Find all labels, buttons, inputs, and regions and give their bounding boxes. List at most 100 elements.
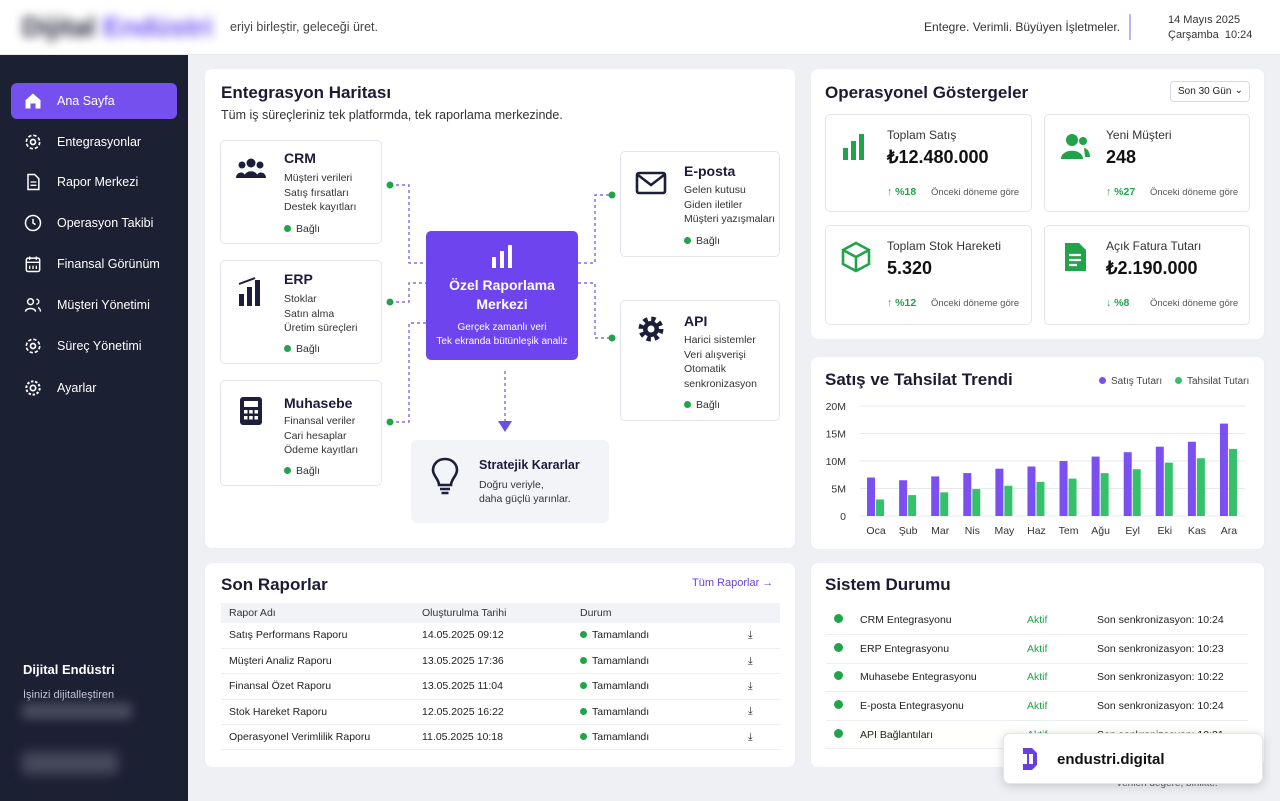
reports-table: Rapor Adı Oluşturulma Tarihi Durum Satış P…	[221, 603, 780, 751]
bar-collections	[1196, 458, 1205, 516]
sidebar-item-ayarlar[interactable]: Ayarlar	[11, 370, 177, 406]
sidebar-item-finansal-gorunum[interactable]: Finansal Görünüm	[11, 246, 177, 282]
bar-collections	[1036, 481, 1045, 516]
status-row: E-posta Entegrasyonu Aktif Son senkronizas…	[826, 691, 1248, 721]
bar-sales	[1123, 452, 1132, 516]
bar-collections	[1228, 448, 1237, 516]
bar-sales	[1091, 456, 1100, 516]
x-tick-label: Oca	[866, 525, 885, 537]
kpi-stock-movement[interactable]: Toplam Stok Hareketi 5.320 ↑ %12 Önceki …	[825, 225, 1032, 325]
top-bar: Dijital Endüstri eriyi birleştir, gelece…	[0, 0, 1280, 55]
bar-collections	[1004, 485, 1013, 516]
bar-collections	[908, 495, 917, 516]
users-icon	[24, 298, 42, 312]
sidebar-brand-subtitle: İşinizi dijitalleştiren	[23, 689, 115, 701]
box-icon	[841, 241, 871, 273]
sidebar-item-musteri-yonetimi[interactable]: Müşteri Yönetimi	[11, 287, 177, 323]
bar-sales	[1027, 466, 1036, 516]
y-tick-label: 5M	[831, 484, 846, 496]
status-badge: Bağlı	[284, 223, 320, 235]
x-tick-label: Ara	[1221, 525, 1238, 537]
status-row: ERP Entegrasyonu Aktif Son senkronizasyon:…	[826, 634, 1248, 664]
status-badge: Bağlı	[284, 343, 320, 355]
table-row[interactable]: Müşteri Analiz Raporu 13.05.2025 17:36 Tam…	[221, 648, 780, 675]
strategic-decisions-node[interactable]: Stratejik Kararlar Doğru veriyle, daha gü…	[411, 440, 609, 523]
bar-collections	[1068, 478, 1077, 516]
x-tick-label: Eyl	[1125, 525, 1140, 537]
calculator-icon	[240, 397, 262, 425]
download-icon[interactable]: ⤓	[740, 699, 780, 726]
download-icon[interactable]: ⤓	[740, 673, 780, 700]
download-icon[interactable]: ⤓	[740, 648, 780, 675]
all-reports-link[interactable]: Tüm Raporlar →	[692, 577, 774, 589]
legend-sales: Satış Tutarı	[1099, 376, 1162, 387]
status-badge: Bağlı	[684, 399, 720, 411]
bar-sales	[995, 468, 1004, 516]
kpi-total-sales[interactable]: Toplam Satış ₺12.480.000 ↑ %18 Önceki dö…	[825, 114, 1032, 212]
gear-icon	[638, 316, 664, 342]
sidebar-item-operasyon-takibi[interactable]: Operasyon Takibi	[11, 205, 177, 241]
y-tick-label: 20M	[826, 401, 846, 413]
brand-logo-icon	[1023, 748, 1037, 770]
reporting-hub-node[interactable]: Özel Raporlama Merkezi Gerçek zamanlı ver…	[426, 231, 578, 360]
status-badge: Bağlı	[684, 235, 720, 247]
bar-chart-icon	[238, 277, 260, 306]
header-tagline: eriyi birleştir, geleceği üret.	[230, 20, 378, 34]
erp-node[interactable]: ERP Stoklar Satın alma Üretim süreçleri Ba…	[220, 260, 382, 364]
integration-map-title: Entegrasyon Haritası	[221, 83, 392, 102]
clock-icon	[24, 214, 42, 232]
gear-icon	[25, 338, 41, 354]
muhasebe-node[interactable]: Muhasebe Finansal veriler Cari hesaplar Öd…	[220, 380, 382, 486]
bar-collections	[940, 492, 949, 516]
download-icon[interactable]: ⤓	[740, 623, 780, 649]
trend-chart-title: Satış ve Tahsilat Trendi	[825, 370, 1013, 389]
sidebar-item-surec-yonetimi[interactable]: Süreç Yönetimi	[11, 328, 177, 364]
mail-icon	[635, 171, 667, 195]
users-icon	[1061, 134, 1090, 159]
download-icon[interactable]: ⤓	[740, 724, 780, 751]
x-tick-label: Kas	[1188, 525, 1206, 537]
sidebar-item-entegrasyonlar[interactable]: Entegrasyonlar	[11, 124, 177, 160]
home-icon	[25, 93, 41, 109]
bar-collections	[1100, 473, 1109, 516]
bar-chart-icon	[843, 134, 864, 160]
x-tick-label: Eki	[1157, 525, 1172, 537]
calendar-icon	[25, 256, 41, 273]
brand-badge[interactable]: endustri.digital	[1003, 733, 1263, 784]
crm-node[interactable]: CRM Müşteri verileri Satış fırsatları Dest…	[220, 140, 382, 244]
eposta-node[interactable]: E-posta Gelen kutusu Giden iletiler Müşter…	[620, 151, 780, 257]
sidebar: Ana Sayfa Entegrasyonlar Rapor Merkezi O…	[0, 55, 188, 801]
kpi-open-invoices[interactable]: Açık Fatura Tutarı ₺2.190.000 ↓ %8 Öncek…	[1044, 225, 1250, 325]
chevron-down-icon: ⌄	[1234, 85, 1243, 96]
recent-reports-title: Son Raporlar	[221, 575, 328, 594]
table-header: Rapor Adı Oluşturulma Tarihi Durum	[221, 603, 780, 623]
document-icon	[27, 173, 40, 191]
system-status-title: Sistem Durumu	[825, 575, 951, 594]
table-row[interactable]: Finansal Özet Raporu 13.05.2025 11:04 Tama…	[221, 673, 780, 700]
brand-logo[interactable]: Dijital Endüstri	[22, 12, 213, 42]
sidebar-item-rapor-merkezi[interactable]: Rapor Merkezi	[11, 164, 177, 200]
table-row[interactable]: Stok Hareket Raporu 12.05.2025 16:22 Tamam…	[221, 699, 780, 726]
bar-collections	[1132, 469, 1141, 516]
sidebar-item-ana-sayfa[interactable]: Ana Sayfa	[11, 83, 177, 119]
y-tick-label: 0	[840, 511, 846, 523]
period-dropdown[interactable]: Son 30 Gün ⌄	[1170, 81, 1250, 102]
x-tick-label: Şub	[899, 525, 918, 537]
users-group-icon	[236, 158, 266, 178]
api-node[interactable]: API Harici sistemler Veri alışverişi Otoma…	[620, 300, 780, 421]
bar-collections	[972, 489, 981, 516]
status-row: CRM Entegrasyonu Aktif Son senkronizasyon:…	[826, 606, 1248, 636]
bar-collections	[876, 499, 885, 516]
y-tick-label: 10M	[826, 456, 846, 468]
blurred-sidebar-text	[22, 752, 118, 774]
kpi-new-customers[interactable]: Yeni Müşteri 248 ↑ %27 Önceki döneme gör…	[1044, 114, 1250, 212]
status-row: Muhasebe Entegrasyonu Aktif Son senkroniza…	[826, 663, 1248, 693]
bar-sales	[963, 473, 972, 516]
x-tick-label: Mar	[931, 525, 950, 537]
status-badge: Bağlı	[284, 465, 320, 477]
table-row[interactable]: Operasyonel Verimlilik Raporu 11.05.2025 …	[221, 724, 780, 751]
lightbulb-icon	[431, 457, 459, 495]
kpi-title: Operasyonel Göstergeler	[825, 83, 1029, 102]
table-row[interactable]: Satış Performans Raporu 14.05.2025 09:12 T…	[221, 623, 780, 649]
bar-chart-icon	[492, 245, 512, 268]
